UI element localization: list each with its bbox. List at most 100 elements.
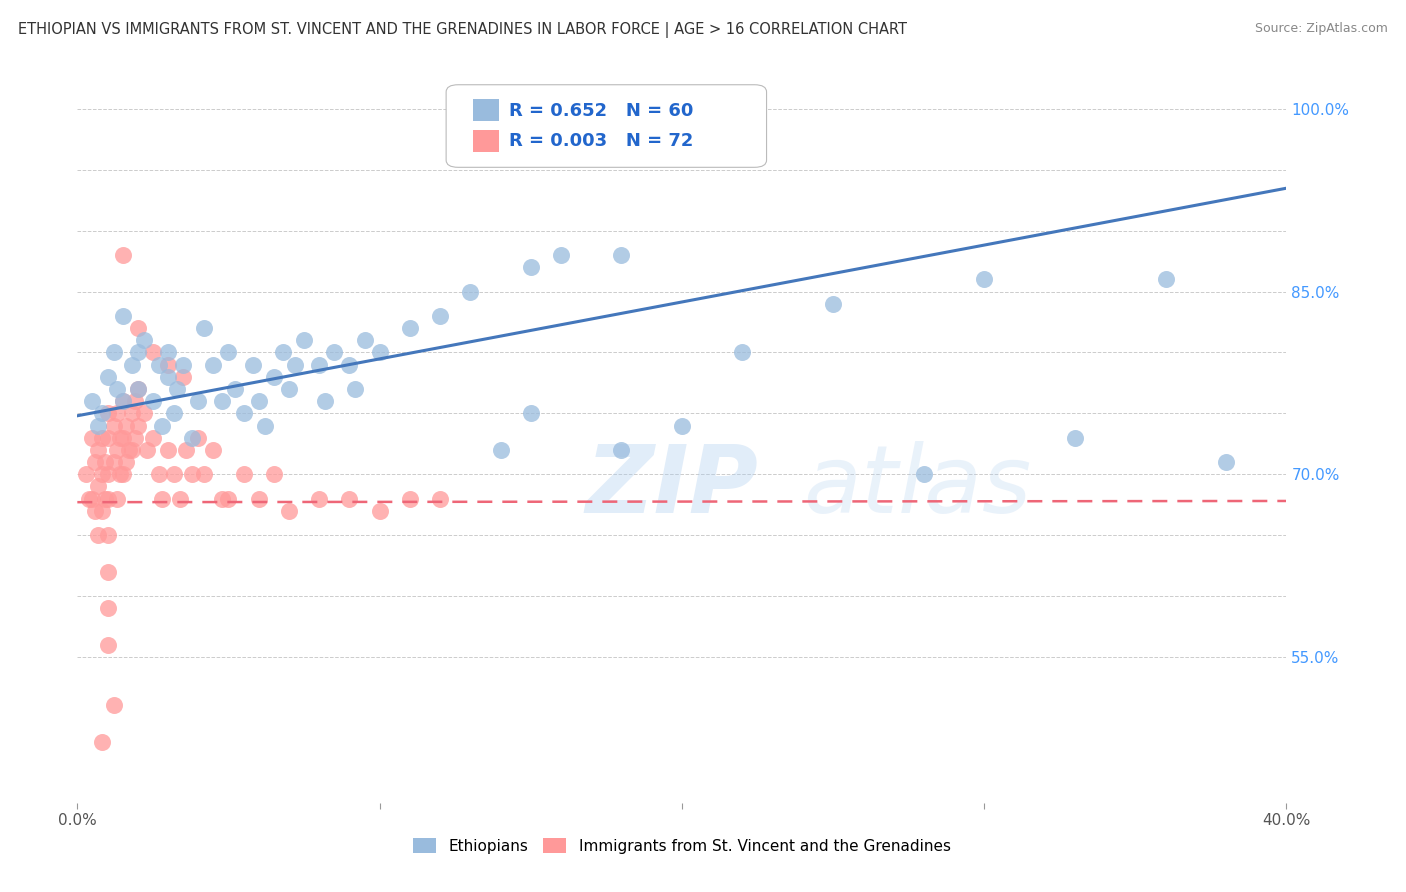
Point [118,442,141,457]
Point [84,504,107,518]
Point [90,467,112,482]
Point [96,491,118,506]
Point [172,358,194,372]
Text: R = 0.003   N = 72: R = 0.003 N = 72 [509,133,693,151]
Point [132,406,155,420]
Point [157,442,180,457]
Point [135,442,157,457]
Point [111,467,134,482]
Point [82,394,104,409]
Point [399,321,422,335]
Point [105,442,128,457]
Point [247,394,270,409]
Point [731,345,754,359]
Point [1154,272,1177,286]
Point [314,394,336,409]
Point [108,431,131,445]
Point [82,431,104,445]
Point [105,406,128,420]
Point [127,382,149,396]
Point [278,504,301,518]
Point [96,467,118,482]
Point [224,382,246,396]
Point [218,345,240,359]
Point [108,467,131,482]
Point [114,418,136,433]
Point [148,467,170,482]
Point [174,442,197,457]
Text: Source: ZipAtlas.com: Source: ZipAtlas.com [1254,22,1388,36]
Point [96,638,118,652]
Point [111,309,134,323]
Legend: Ethiopians, Immigrants from St. Vincent and the Grenadines: Ethiopians, Immigrants from St. Vincent … [408,831,956,860]
Point [610,248,633,262]
Point [90,504,112,518]
Point [429,491,451,506]
Point [127,345,149,359]
Point [103,345,125,359]
Point [96,601,118,615]
Point [242,358,264,372]
Point [79,491,101,506]
Point [187,394,209,409]
Point [103,698,125,713]
Point [124,394,146,409]
Point [211,491,233,506]
Point [127,382,149,396]
Point [181,431,204,445]
Point [202,358,225,372]
Point [172,369,194,384]
Point [292,334,315,348]
Text: ETHIOPIAN VS IMMIGRANTS FROM ST. VINCENT AND THE GRENADINES IN LABOR FORCE | AGE: ETHIOPIAN VS IMMIGRANTS FROM ST. VINCENT… [18,22,907,38]
Point [193,321,215,335]
Point [520,260,543,275]
Point [150,418,173,433]
Point [82,491,104,506]
Point [121,358,143,372]
Point [124,431,146,445]
Point [308,491,330,506]
Point [337,358,360,372]
Point [157,345,180,359]
Point [671,418,693,433]
Point [278,382,301,396]
Point [193,467,215,482]
Point [90,735,112,749]
Point [93,491,115,506]
Point [202,442,225,457]
Point [308,358,330,372]
Point [111,431,134,445]
Point [211,394,233,409]
Point [1215,455,1237,469]
Point [323,345,346,359]
Point [247,491,270,506]
Point [87,442,110,457]
Point [111,248,134,262]
Point [337,491,360,506]
Point [271,345,294,359]
Point [87,418,110,433]
Point [96,406,118,420]
Point [103,418,125,433]
Point [157,358,180,372]
Point [399,491,422,506]
Point [232,467,254,482]
Point [96,369,118,384]
Point [912,467,935,482]
Point [90,406,112,420]
Point [84,455,107,469]
Point [218,491,240,506]
Point [75,467,97,482]
Point [263,369,285,384]
Point [550,248,572,262]
Point [353,334,375,348]
Point [87,479,110,493]
Point [142,394,165,409]
Point [344,382,367,396]
Point [87,528,110,542]
Point [96,565,118,579]
Point [90,431,112,445]
Point [458,285,481,299]
Point [263,467,285,482]
Point [368,504,391,518]
